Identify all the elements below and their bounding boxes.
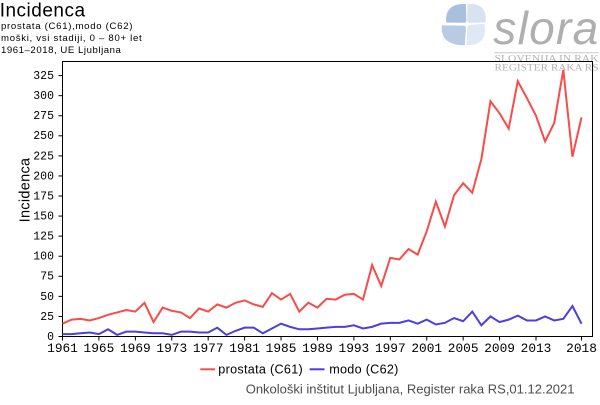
svg-text:1985: 1985 [266,341,297,356]
svg-text:2013: 2013 [521,341,552,356]
svg-text:25: 25 [40,311,54,324]
svg-text:1977: 1977 [193,341,224,356]
svg-text:250: 250 [33,130,54,143]
svg-text:1993: 1993 [339,341,370,356]
svg-text:SLOVENIJA IN RAK: SLOVENIJA IN RAK [495,54,599,64]
svg-text:1961: 1961 [47,341,78,356]
svg-text:1981: 1981 [229,341,260,356]
svg-text:325: 325 [33,70,54,83]
svg-text:100: 100 [33,251,54,264]
svg-text:1997: 1997 [375,341,406,356]
svg-text:2018: 2018 [566,341,597,356]
svg-text:1961–2018, UE Ljubljana: 1961–2018, UE Ljubljana [1,45,122,56]
svg-text:REGISTER RAKA RS: REGISTER RAKA RS [495,63,599,73]
svg-text:slora: slora [493,2,599,54]
svg-text:200: 200 [33,170,54,183]
svg-text:prostata (C61): prostata (C61) [218,362,303,376]
svg-text:prostata (C61),modo (C62): prostata (C61),modo (C62) [1,21,133,32]
svg-text:Incidenca: Incidenca [0,1,86,22]
svg-text:2005: 2005 [448,341,479,356]
svg-text:2001: 2001 [411,341,442,356]
svg-text:1989: 1989 [302,341,333,356]
svg-text:150: 150 [33,210,54,223]
svg-text:1973: 1973 [156,341,187,356]
svg-text:2009: 2009 [484,341,515,356]
svg-text:275: 275 [33,110,54,123]
svg-text:modo (C62): modo (C62) [329,362,399,376]
svg-text:moški, vsi stadiji, 0 – 80+ le: moški, vsi stadiji, 0 – 80+ let [1,33,142,44]
svg-text:Incidenca: Incidenca [18,157,34,222]
svg-text:175: 175 [33,190,54,203]
svg-text:0: 0 [47,331,54,344]
svg-text:1965: 1965 [84,341,115,356]
svg-text:75: 75 [40,271,54,284]
svg-text:225: 225 [33,150,54,163]
svg-text:Onkološki inštitut Ljubljana,: Onkološki inštitut Ljubljana, Register r… [246,382,575,397]
svg-text:300: 300 [33,90,54,103]
svg-text:50: 50 [40,291,54,304]
svg-text:125: 125 [33,231,54,244]
svg-text:1969: 1969 [120,341,151,356]
